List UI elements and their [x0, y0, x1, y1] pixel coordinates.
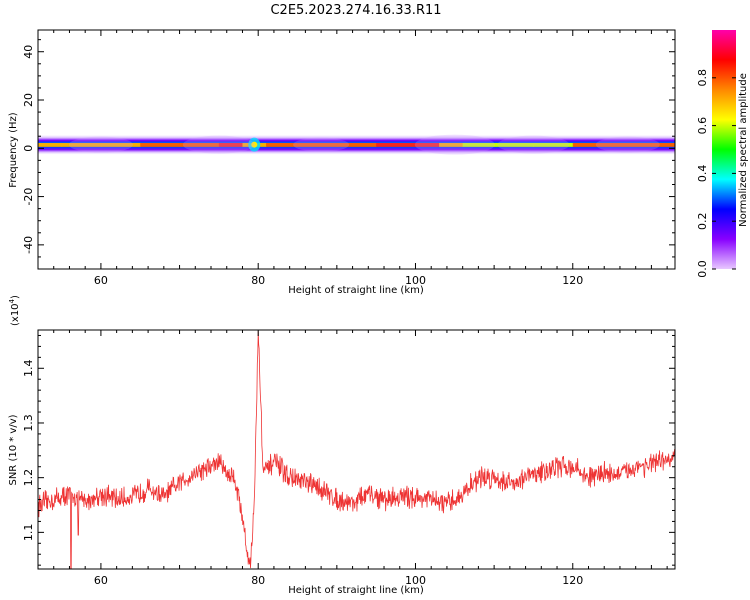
spectrogram-panel: 60 80 100 120 -40 -20 0 20 40 Height of straight…: [8, 29, 676, 296]
spectrogram-core-segment: [297, 142, 338, 147]
snr-scale-label: (x104): [8, 295, 21, 326]
spectrogram-halo: [182, 135, 255, 154]
spectrogram-core-segment: [533, 142, 574, 147]
snr-frame: [37, 329, 676, 570]
spectrogram-ylabel: Frequency (Hz): [8, 112, 19, 188]
snr-xtick-label: 120: [562, 574, 583, 587]
spectrogram-core-segment: [218, 142, 243, 147]
snr-ytick-label: 1.2: [22, 469, 35, 487]
figure-title: C2E5.2023.274.16.33.R11: [270, 3, 441, 18]
spectrogram-xtick-label: 60: [94, 274, 108, 287]
spectrogram-core-segment: [651, 142, 675, 147]
colorbar-tick-label: 0.4: [696, 165, 709, 183]
snr-ticks: 60 80 100 120 1.1 1.2 1.3 1.4: [22, 330, 675, 587]
spectrogram-halo: [497, 135, 570, 154]
spectrogram-core-segment: [376, 142, 416, 147]
spectrogram-core-segment: [415, 142, 440, 147]
snr-series-line: [38, 331, 675, 569]
spectrogram-ytick-label: 20: [22, 93, 35, 107]
snr-ytick-label: 1.3: [22, 414, 35, 432]
spectrogram-core-segment: [266, 142, 299, 147]
spectrogram-core-segment: [572, 142, 613, 147]
colorbar-tick-label: 0.6: [696, 117, 709, 135]
spectrogram-ticks: 60 80 100 120 -40 -20 0 20 40: [22, 30, 675, 287]
spectrogram-halo: [595, 136, 660, 153]
snr-scale-prefix: (x10: [10, 303, 21, 326]
snr-ylabel: SNR (10 * v/v): [8, 414, 19, 485]
spectrogram-xtick-label: 80: [251, 274, 265, 287]
colorbar-tick-label: 0.8: [696, 69, 709, 87]
snr-xlabel: Height of straight line (km): [288, 585, 424, 596]
snr-scale-suffix: ): [10, 295, 21, 299]
spectrogram-core-segment: [612, 142, 652, 147]
spectrogram-core-segment: [336, 142, 377, 147]
spectrogram-core-segment: [61, 142, 102, 147]
spectrogram-core-segment: [100, 142, 141, 147]
colorbar-label: Normalized spectral amplitude: [738, 73, 749, 227]
spectrogram-ytick-label: -20: [22, 188, 35, 206]
snr-xtick-label: 60: [94, 574, 108, 587]
spectrogram-core-segment: [462, 142, 495, 147]
snr-xtick-label: 80: [251, 574, 265, 587]
spectrogram-ytick-label: -40: [22, 236, 35, 254]
snr-panel: 60 80 100 120 1.1 1.2 1.3 1.4 Height of straigh…: [8, 295, 676, 596]
spectrogram-disturbance-core: [251, 141, 258, 148]
spectrogram-ytick-label: 0: [22, 145, 35, 152]
colorbar-tick-label: 0.0: [696, 260, 709, 278]
colorbar: 0.0 0.2 0.4 0.6 0.8 Normalized spectral ampl…: [696, 30, 749, 278]
colorbar-gradient: [712, 30, 736, 269]
spectrogram-xtick-label: 100: [405, 274, 426, 287]
spectrogram-halo: [293, 137, 350, 152]
colorbar-tick-label: 0.2: [696, 212, 709, 230]
spectrogram-halo: [414, 134, 495, 155]
spectrogram-frame: [37, 29, 676, 270]
spectrogram-band: [38, 134, 675, 155]
spectrogram-core-segment: [494, 142, 534, 147]
snr-xtick-label: 100: [405, 574, 426, 587]
spectrogram-core-segment: [179, 142, 220, 147]
spectrogram-xtick-label: 120: [562, 274, 583, 287]
spectrogram-core-segment: [439, 142, 464, 147]
spectrogram-ytick-label: 40: [22, 45, 35, 59]
spectrogram-halo: [68, 136, 133, 153]
spectrogram-core-segment: [254, 142, 267, 147]
snr-ytick-label: 1.1: [22, 524, 35, 542]
spectrogram-core-segment: [140, 142, 181, 147]
snr-scale-exponent: 4: [8, 298, 16, 303]
spectrogram-core-segment: [38, 142, 63, 147]
spectrogram-xlabel: Height of straight line (km): [288, 285, 424, 296]
snr-ytick-label: 1.4: [22, 360, 35, 378]
colorbar-ticks: 0.0 0.2 0.4 0.6 0.8: [696, 69, 736, 278]
